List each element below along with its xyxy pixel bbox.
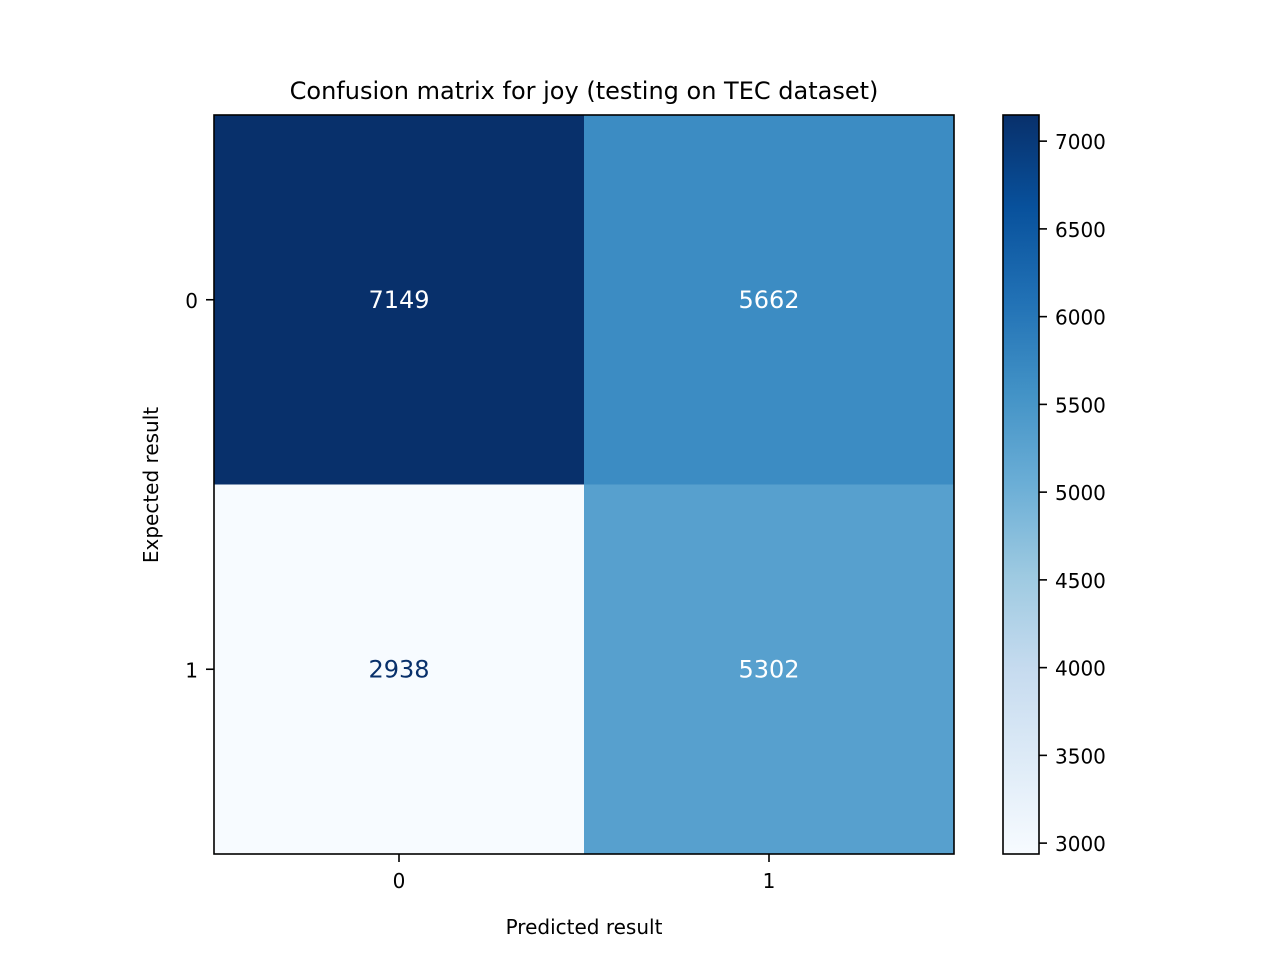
colorbar — [1002, 114, 1040, 855]
cell-value-label: 2938 — [368, 655, 429, 683]
colorbar-tick-label: 3500 — [1055, 744, 1106, 768]
matrix-cells — [214, 115, 955, 855]
cell-value-label: 7149 — [368, 286, 429, 314]
cell-value-label: 5302 — [738, 655, 799, 683]
matrix-cell-labels: 7149 5662 2938 5302 — [368, 286, 799, 684]
x-tick-label: 0 — [393, 869, 406, 893]
plot-frame — [213, 114, 955, 855]
x-axis-label: Predicted result — [506, 915, 663, 939]
colorbar-tick-label: 4000 — [1055, 657, 1106, 681]
y-tick-label: 0 — [185, 289, 198, 313]
colorbar-tick-label: 5500 — [1055, 393, 1106, 417]
colorbar-tick-label: 3000 — [1055, 832, 1106, 856]
colorbar-tick-label: 6000 — [1055, 306, 1106, 330]
matrix-cell-0-0 — [214, 115, 585, 485]
colorbar-tick-label: 6500 — [1055, 218, 1106, 242]
colorbar-tick-label: 4500 — [1055, 569, 1106, 593]
cell-value-label: 5662 — [738, 286, 799, 314]
chart-title: Confusion matrix for joy (testing on TEC… — [290, 77, 879, 105]
y-axis-ticks: 01 — [185, 289, 214, 682]
y-tick-label: 1 — [185, 658, 198, 682]
y-axis-label: Expected result — [139, 407, 163, 563]
x-tick-label: 1 — [763, 869, 776, 893]
matrix-cell-1-1 — [584, 484, 955, 855]
colorbar-tick-label: 5000 — [1055, 481, 1106, 505]
matrix-cell-1-0 — [214, 484, 585, 855]
colorbar-tick-label: 7000 — [1055, 130, 1106, 154]
matrix-cell-0-1 — [584, 115, 955, 485]
colorbar-ticks: 3000 3500 4000 4500 5000 5500 6000 6500 7000 — [1039, 130, 1106, 856]
